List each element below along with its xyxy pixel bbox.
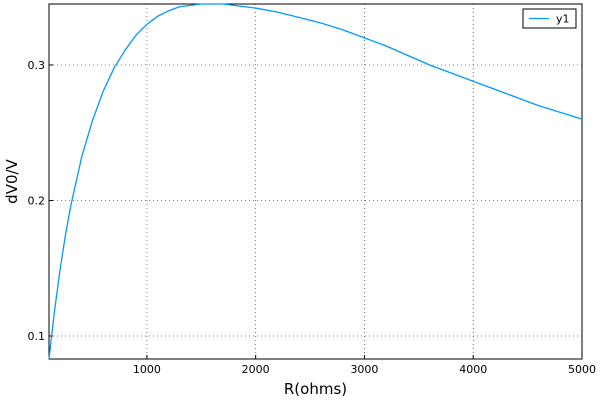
x-tick-label: 2000 — [242, 363, 270, 376]
x-tick-label: 5000 — [568, 363, 596, 376]
legend: y1 — [522, 8, 577, 29]
x-axis-label: R(ohms) — [284, 380, 347, 398]
x-tick-label: 1000 — [133, 363, 161, 376]
y-tick-label: 0.2 — [28, 194, 46, 207]
y-tick-label: 0.1 — [28, 330, 46, 343]
y-tick-label: 0.3 — [28, 59, 46, 72]
x-tick-label: 3000 — [350, 363, 378, 376]
series-line-y1 — [48, 3, 583, 360]
series-layer — [48, 3, 583, 360]
legend-label-y1: y1 — [556, 13, 570, 26]
grid — [49, 4, 582, 359]
x-tick-label: 4000 — [459, 363, 487, 376]
plot-frame — [48, 3, 583, 360]
axis-ticks: 1000 2000 3000 4000 5000 0.1 0.2 0.3 — [28, 59, 597, 376]
legend-box — [522, 8, 577, 29]
y-axis-label: dV0/V — [3, 158, 21, 203]
